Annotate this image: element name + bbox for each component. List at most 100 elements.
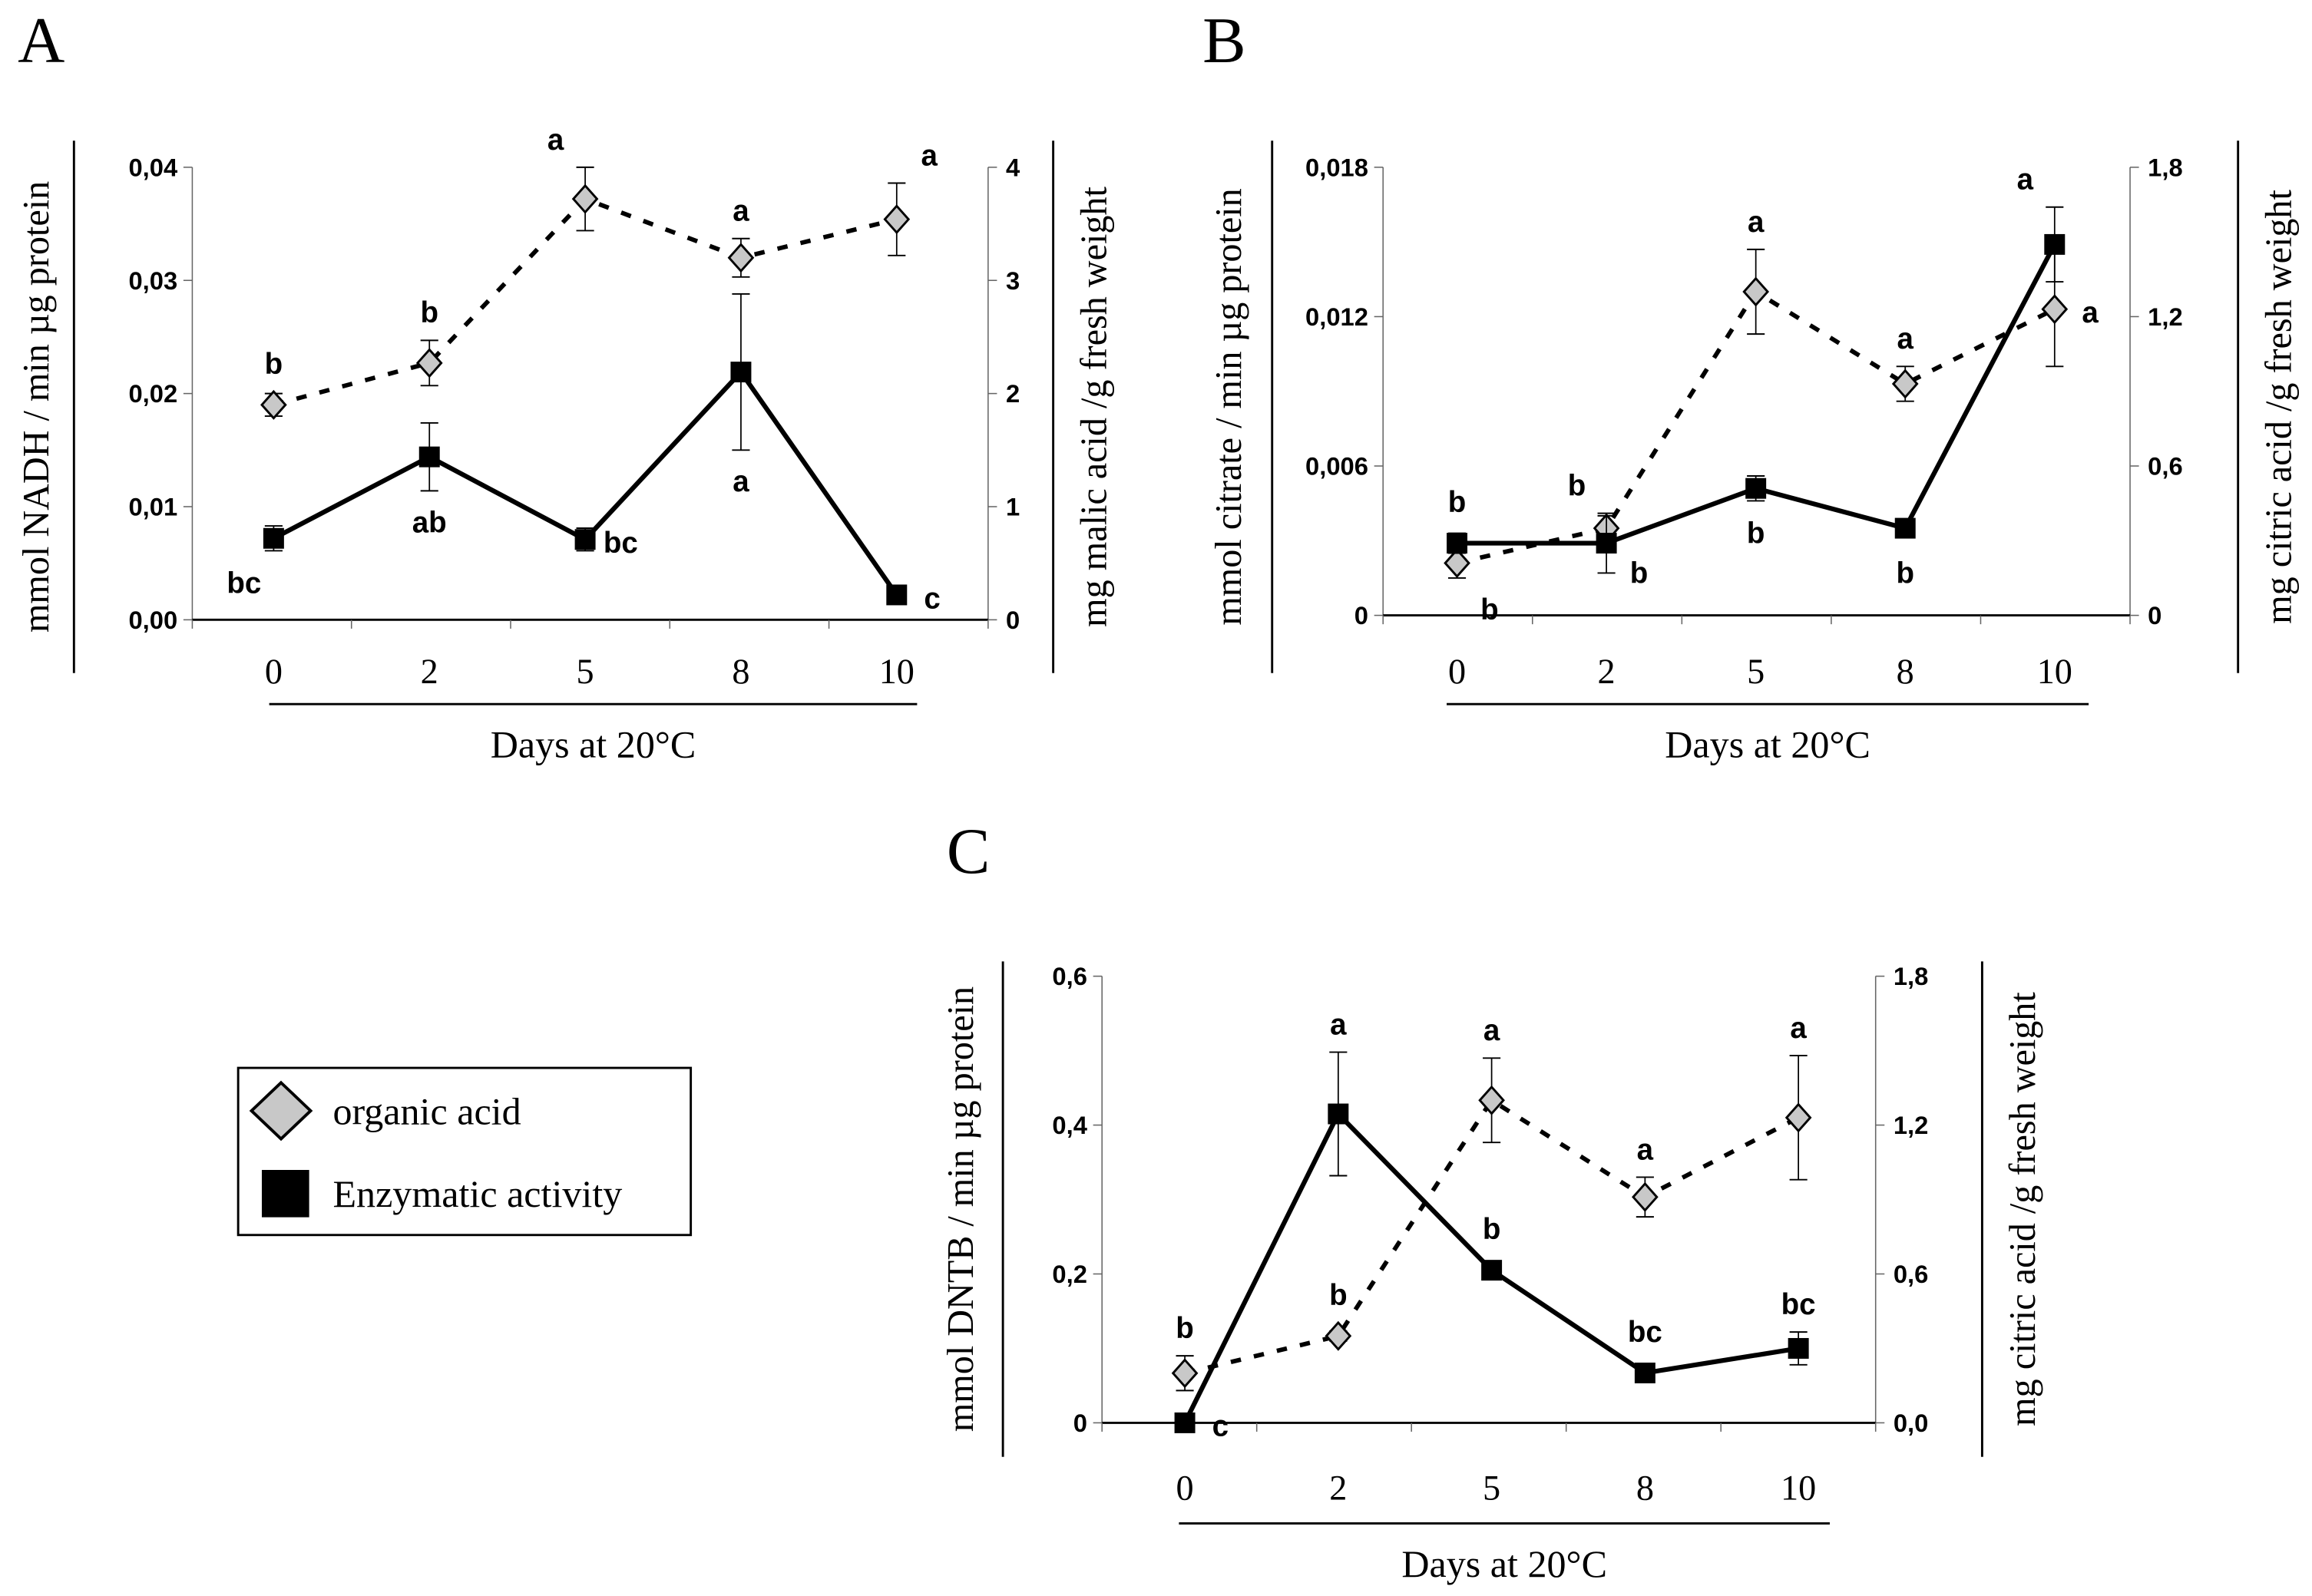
x-tick-label: 2	[1329, 1469, 1347, 1508]
enzymatic-activity-point	[1745, 477, 1767, 499]
organic-acid-significance-letter: a	[1897, 322, 1914, 355]
x-axis-label: Days at 20°C	[1665, 723, 1870, 766]
right-y-tick-label: 0,6	[1894, 1260, 1929, 1288]
enzymatic-activity-point	[2044, 233, 2066, 255]
x-tick-label: 8	[1897, 652, 1914, 691]
panel-a: A 0,00 0,01 0,02 0,03 0,04 0 1 2 3 4 0 2 5 8 10 Days at…	[16, 5, 1114, 765]
organic-acid-significance-letter: a	[1483, 1014, 1500, 1047]
right-y-axis-label: mg citric acid /g fresh weight	[2003, 992, 2043, 1426]
left-y-tick-label: 0,4	[1052, 1111, 1087, 1139]
x-tick-label: 0	[1176, 1469, 1194, 1508]
x-tick-label: 2	[1598, 652, 1616, 691]
left-y-tick-label: 0,04	[128, 153, 178, 181]
organic-acid-point	[1325, 1320, 1352, 1351]
x-tick-label: 2	[421, 652, 438, 691]
x-axis-label: Days at 20°C	[491, 723, 696, 766]
enzymatic-activity-significance-letter: bc	[604, 527, 638, 560]
left-y-tick-label: 0	[1354, 601, 1368, 629]
legend: organic acid Enzymatic activity	[236, 1066, 693, 1237]
enzymatic-activity-significance-letter: bc	[227, 567, 261, 600]
enzymatic-activity-significance-letter: b	[1568, 470, 1586, 503]
left-y-tick-label: 0,6	[1052, 962, 1087, 990]
panel-b: B 0 0,006 0,012 0,018 0 0,6 1,2 1,8 0 2 5 8 10 Days a…	[1202, 5, 2299, 765]
right-y-tick-label: 0,6	[2148, 452, 2183, 481]
x-tick-label: 5	[1483, 1469, 1500, 1508]
right-y-axis-label: mg citric acid /g fresh weight	[2259, 190, 2300, 624]
enzymatic-activity-significance-letter: b	[1896, 557, 1914, 590]
left-y-tick-label: 0,006	[1305, 452, 1368, 481]
right-y-tick-label: 1,2	[2148, 302, 2183, 331]
right-y-tick-label: 2	[1006, 379, 1020, 408]
panel-c-letter: C	[947, 815, 991, 887]
right-y-tick-label: 1,2	[1894, 1111, 1929, 1139]
organic-acid-significance-letter: a	[1748, 206, 1765, 239]
enzymatic-activity-point	[1788, 1337, 1809, 1359]
organic-acid-point	[571, 183, 599, 214]
right-y-axis-label: mg malic acid /g fresh weight	[1073, 187, 1114, 627]
organic-acid-point	[1171, 1358, 1199, 1389]
panel-b-letter: B	[1202, 5, 1246, 77]
organic-acid-significance-letter: b	[1630, 557, 1649, 590]
enzymatic-activity-point	[574, 529, 596, 550]
enzymatic-activity-point	[263, 527, 284, 549]
left-y-tick-label: 0,2	[1052, 1260, 1087, 1288]
enzymatic-activity-significance-letter: a	[1330, 1008, 1347, 1041]
x-tick-label: 10	[2037, 652, 2072, 691]
organic-acid-significance-letter: a	[921, 139, 938, 172]
left-y-axis-label: mmol NADH / min µg protein	[16, 181, 57, 633]
enzymatic-activity-significance-letter: ab	[412, 506, 447, 539]
right-y-tick-label: 1,8	[2148, 153, 2183, 181]
right-y-tick-label: 4	[1006, 153, 1020, 181]
x-tick-label: 5	[1747, 652, 1765, 691]
left-y-tick-label: 0,00	[128, 606, 177, 634]
organic-acid-point	[1784, 1102, 1812, 1133]
enzymatic-activity-significance-letter: a	[2017, 164, 2034, 197]
organic-acid-point	[1444, 547, 1470, 579]
enzymatic-activity-point	[1481, 1260, 1503, 1281]
enzymatic-activity-significance-letter: b	[1448, 486, 1467, 519]
x-tick-label: 5	[577, 652, 594, 691]
left-y-axis-label: mmol citrate / min µg protein	[1209, 188, 1249, 625]
enzymatic-activity-point	[1634, 1362, 1655, 1383]
left-y-tick-label: 0,03	[128, 266, 177, 295]
legend-label-organic-acid: organic acid	[332, 1089, 521, 1132]
enzymatic-activity-significance-letter: c	[1212, 1410, 1229, 1443]
enzymatic-activity-significance-letter: b	[1747, 517, 1765, 550]
x-tick-label: 0	[265, 652, 283, 691]
x-axis-label: Days at 20°C	[1401, 1542, 1607, 1585]
organic-acid-point	[2041, 294, 2069, 325]
enzymatic-activity-point	[730, 362, 752, 383]
left-y-tick-label: 0	[1073, 1409, 1087, 1437]
left-y-tick-label: 0,01	[128, 493, 177, 521]
enzymatic-activity-significance-letter: b	[1483, 1213, 1501, 1246]
enzymatic-activity-point	[1447, 533, 1468, 554]
enzymatic-activity-significance-letter: bc	[1781, 1288, 1816, 1321]
left-y-tick-label: 0,012	[1305, 302, 1368, 331]
organic-acid-point	[415, 348, 443, 378]
enzymatic-activity-significance-letter: bc	[1628, 1316, 1662, 1349]
organic-acid-significance-letter: a	[1637, 1133, 1654, 1166]
organic-acid-point	[1632, 1181, 1659, 1212]
right-y-tick-label: 0,0	[1894, 1409, 1929, 1437]
organic-acid-point	[727, 243, 755, 273]
panel-a-letter: A	[18, 5, 64, 77]
enzymatic-activity-significance-letter: c	[924, 582, 940, 615]
organic-acid-significance-letter: a	[547, 124, 564, 157]
legend-label-enzymatic-activity: Enzymatic activity	[332, 1172, 622, 1215]
organic-acid-significance-letter: b	[265, 348, 283, 381]
enzymatic-activity-line	[272, 368, 899, 596]
x-tick-label: 10	[879, 652, 915, 691]
organic-acid-significance-letter: b	[420, 296, 438, 329]
left-y-tick-label: 0,018	[1305, 153, 1368, 181]
enzymatic-activity-point	[1596, 533, 1617, 554]
x-tick-label: 8	[1636, 1469, 1654, 1508]
left-y-axis-label: mmol DNTB / min µg protein	[941, 986, 981, 1432]
x-tick-label: 10	[1781, 1469, 1816, 1508]
enzymatic-activity-point	[418, 446, 440, 468]
organic-acid-point	[1891, 368, 1919, 399]
organic-acid-point	[1478, 1085, 1505, 1115]
organic-acid-point	[883, 204, 911, 235]
legend-diamond-icon	[249, 1080, 313, 1142]
legend-square-icon	[261, 1169, 309, 1218]
